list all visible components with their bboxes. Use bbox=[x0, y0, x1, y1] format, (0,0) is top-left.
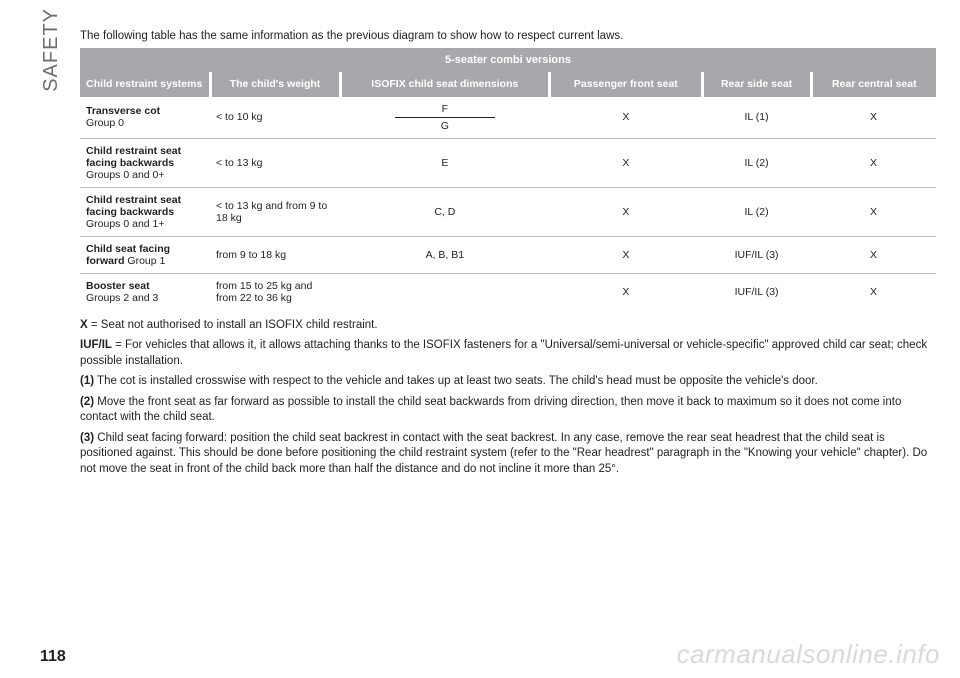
cell-system: Child restraint seat facing backwardsGro… bbox=[80, 187, 210, 236]
cell-weight: < to 13 kg and from 9 to 18 kg bbox=[210, 187, 340, 236]
table-row: Booster seatGroups 2 and 3from 15 to 25 … bbox=[80, 273, 936, 310]
cell-central: X bbox=[811, 187, 936, 236]
table-body: Transverse cotGroup 0< to 10 kgFGXIL (1)… bbox=[80, 97, 936, 310]
table-row: Child restraint seat facing backwardsGro… bbox=[80, 138, 936, 187]
cell-front: X bbox=[550, 138, 702, 187]
cell-weight: from 15 to 25 kg and from 22 to 36 kg bbox=[210, 273, 340, 310]
watermark: carmanualsonline.info bbox=[677, 639, 940, 670]
cell-side: IL (2) bbox=[702, 138, 811, 187]
cell-dims: FG bbox=[340, 97, 550, 139]
note-3: (3) Child seat facing forward: position … bbox=[80, 431, 936, 478]
col-header: ISOFIX child seat dimensions bbox=[340, 72, 550, 97]
col-header: Rear side seat bbox=[702, 72, 811, 97]
section-side-label: SAFETY bbox=[40, 8, 63, 92]
notes-block: X = Seat not authorised to install an IS… bbox=[80, 318, 936, 478]
page-content: The following table has the same informa… bbox=[80, 30, 936, 482]
cell-system: Transverse cotGroup 0 bbox=[80, 97, 210, 139]
cell-central: X bbox=[811, 138, 936, 187]
cell-system: Child seat facing forward Group 1 bbox=[80, 236, 210, 273]
cell-dims bbox=[340, 273, 550, 310]
cell-weight: < to 10 kg bbox=[210, 97, 340, 139]
note-2: (2) Move the front seat as far forward a… bbox=[80, 395, 936, 426]
cell-central: X bbox=[811, 97, 936, 139]
table-row: Child restraint seat facing backwardsGro… bbox=[80, 187, 936, 236]
cell-front: X bbox=[550, 187, 702, 236]
table-row: Child seat facing forward Group 1from 9 … bbox=[80, 236, 936, 273]
cell-front: X bbox=[550, 97, 702, 139]
cell-side: IL (1) bbox=[702, 97, 811, 139]
isofix-table: 5-seater combi versions Child restraint … bbox=[80, 48, 936, 310]
table-title: 5-seater combi versions bbox=[80, 48, 936, 72]
col-header: Passenger front seat bbox=[550, 72, 702, 97]
note-x: X = Seat not authorised to install an IS… bbox=[80, 318, 936, 334]
intro-text: The following table has the same informa… bbox=[80, 30, 936, 42]
cell-dims: E bbox=[340, 138, 550, 187]
cell-front: X bbox=[550, 273, 702, 310]
table-row: Transverse cotGroup 0< to 10 kgFGXIL (1)… bbox=[80, 97, 936, 139]
page-number: 118 bbox=[40, 648, 66, 666]
cell-central: X bbox=[811, 273, 936, 310]
cell-dims: A, B, B1 bbox=[340, 236, 550, 273]
note-1: (1) The cot is installed crosswise with … bbox=[80, 374, 936, 390]
table-header-row: Child restraint systems The child's weig… bbox=[80, 72, 936, 97]
cell-side: IL (2) bbox=[702, 187, 811, 236]
cell-side: IUF/IL (3) bbox=[702, 273, 811, 310]
col-header: Rear central seat bbox=[811, 72, 936, 97]
cell-weight: < to 13 kg bbox=[210, 138, 340, 187]
col-header: The child's weight bbox=[210, 72, 340, 97]
cell-system: Child restraint seat facing backwardsGro… bbox=[80, 138, 210, 187]
cell-central: X bbox=[811, 236, 936, 273]
cell-front: X bbox=[550, 236, 702, 273]
note-iuf: IUF/IL = For vehicles that allows it, it… bbox=[80, 338, 936, 369]
col-header: Child restraint systems bbox=[80, 72, 210, 97]
cell-weight: from 9 to 18 kg bbox=[210, 236, 340, 273]
cell-dims: C, D bbox=[340, 187, 550, 236]
cell-side: IUF/IL (3) bbox=[702, 236, 811, 273]
cell-system: Booster seatGroups 2 and 3 bbox=[80, 273, 210, 310]
